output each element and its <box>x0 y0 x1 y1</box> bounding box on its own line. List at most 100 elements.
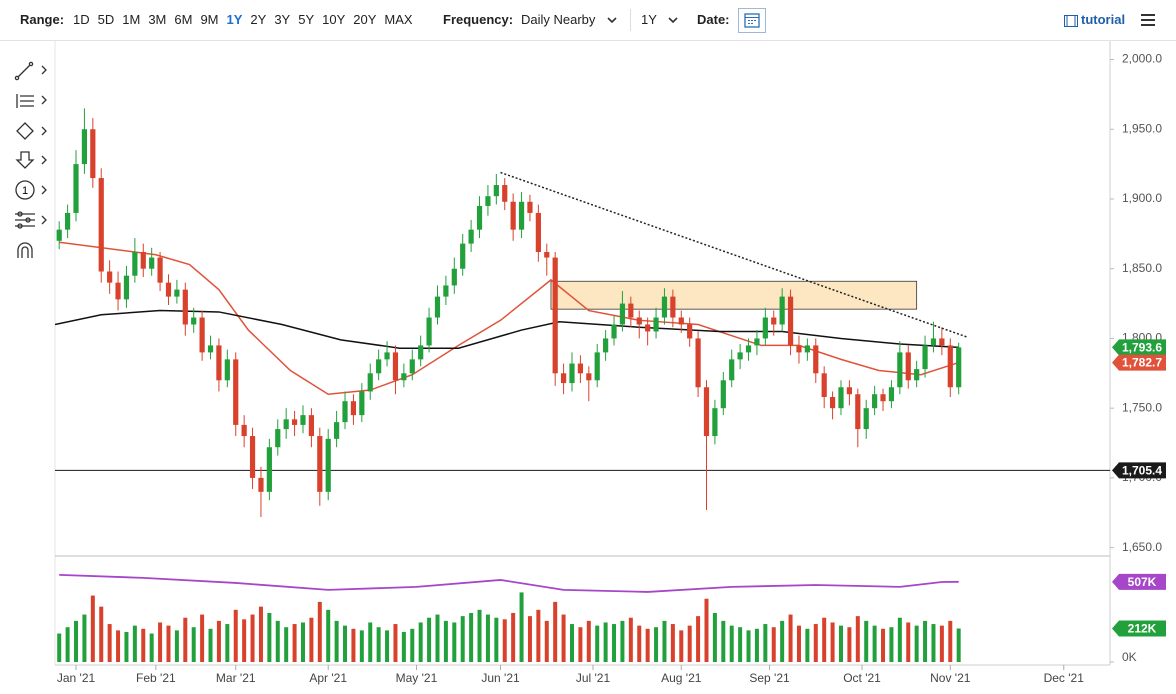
tool-settings[interactable] <box>15 211 47 229</box>
period-select[interactable]: 1Y <box>641 12 657 27</box>
value-tag-label: 1,705.4 <box>1122 464 1162 478</box>
candle-body <box>502 185 508 202</box>
candle-body <box>695 338 701 388</box>
volume-bar <box>74 620 79 662</box>
volume-bar <box>401 631 406 662</box>
volume-bar <box>864 620 869 662</box>
x-tick-label: Nov '21 <box>930 671 971 685</box>
volume-bar <box>469 612 474 662</box>
volume-bar <box>670 624 675 662</box>
candle-body <box>527 201 533 213</box>
open-interest-line <box>59 573 959 593</box>
candle-body <box>855 394 861 430</box>
candle-body <box>636 317 642 325</box>
volume-bar <box>939 625 944 662</box>
volume-bar <box>275 620 280 662</box>
candle-body <box>392 352 399 381</box>
volume-bar <box>300 622 305 662</box>
candle-body <box>560 373 567 384</box>
volume-bar <box>788 614 793 662</box>
volume-bar <box>679 630 684 662</box>
range-button[interactable]: 20Y <box>353 12 377 27</box>
period-chevron[interactable] <box>667 15 679 25</box>
candle-body <box>376 359 382 374</box>
volume-bar <box>326 609 331 662</box>
candle-body <box>384 352 390 360</box>
volume-bar <box>267 612 272 662</box>
volume-bar <box>435 614 440 662</box>
candle-body <box>611 324 617 339</box>
x-tick-label: Apr '21 <box>309 671 347 685</box>
range-button[interactable]: 5Y <box>298 12 315 27</box>
volume-bar <box>317 601 322 662</box>
value-tag-label: 1,793.6 <box>1122 341 1162 355</box>
frequency-chevron[interactable] <box>606 15 618 25</box>
volume-tick-label: 0K <box>1122 650 1137 664</box>
volume-bar <box>502 619 507 662</box>
candle-body <box>460 243 466 269</box>
menu-button[interactable] <box>1140 13 1156 27</box>
volume-bar <box>696 616 701 662</box>
candle-body <box>308 415 314 437</box>
volume-bar <box>174 630 179 662</box>
range-button[interactable]: 3Y <box>274 12 291 27</box>
candle-body <box>65 212 71 230</box>
tutorial-icon[interactable] <box>1064 15 1078 27</box>
candle-body <box>687 324 693 339</box>
candle-body <box>804 345 810 353</box>
candle-body <box>846 387 853 395</box>
tutorial-link[interactable]: tutorial <box>1081 12 1126 27</box>
candle-body <box>729 359 735 381</box>
candle-body <box>577 363 583 374</box>
date-picker[interactable] <box>738 8 766 33</box>
value-tag <box>1112 354 1166 371</box>
range-button[interactable]: 1Y <box>226 12 243 27</box>
candle-body <box>653 317 659 332</box>
volume-bar <box>561 614 566 662</box>
volume-bar <box>519 592 524 662</box>
range-button[interactable]: 6M <box>174 12 193 27</box>
candle-body <box>241 424 247 437</box>
y-tick-label: 1,750.0 <box>1122 400 1162 414</box>
candle-body <box>140 251 146 269</box>
candle-body <box>334 422 340 439</box>
volume-bar <box>620 620 625 662</box>
range-button[interactable]: 5D <box>97 12 115 27</box>
candle-body <box>872 394 878 409</box>
range-button[interactable]: 9M <box>200 12 219 27</box>
volume-bar <box>107 624 112 662</box>
range-button[interactable]: 2Y <box>250 12 267 27</box>
tool-counter[interactable] <box>15 180 47 200</box>
volume-bar <box>527 616 532 662</box>
tool-line[interactable] <box>14 61 47 81</box>
tool-magnet[interactable] <box>17 242 33 258</box>
range-button[interactable]: MAX <box>384 12 413 27</box>
volume-bar <box>637 625 642 662</box>
y-tick-label: 1,850.0 <box>1122 261 1162 275</box>
range-button[interactable]: 1M <box>122 12 141 27</box>
tool-shape[interactable] <box>16 122 47 140</box>
volume-bar <box>233 609 238 662</box>
candle-body <box>468 229 474 244</box>
divider <box>630 9 631 31</box>
candle-body <box>199 317 205 353</box>
candle-body <box>149 257 155 269</box>
volume-bar <box>906 622 911 662</box>
candle-body <box>930 338 937 346</box>
value-tag <box>1112 339 1166 356</box>
range-button[interactable]: 10Y <box>322 12 346 27</box>
tool-fib[interactable] <box>16 94 47 108</box>
candle-body <box>813 345 819 374</box>
volume-bar <box>376 627 381 662</box>
volume-bar <box>494 617 499 662</box>
candle-body <box>821 373 827 398</box>
tool-arrow[interactable] <box>15 151 47 169</box>
range-button[interactable]: 3M <box>148 12 167 27</box>
range-button[interactable]: 1D <box>73 12 90 27</box>
candle-body <box>628 303 634 318</box>
candle-body <box>863 408 869 430</box>
volume-bar <box>309 617 314 662</box>
frequency-select[interactable]: Daily Nearby <box>521 12 596 27</box>
candle-body <box>603 338 609 353</box>
